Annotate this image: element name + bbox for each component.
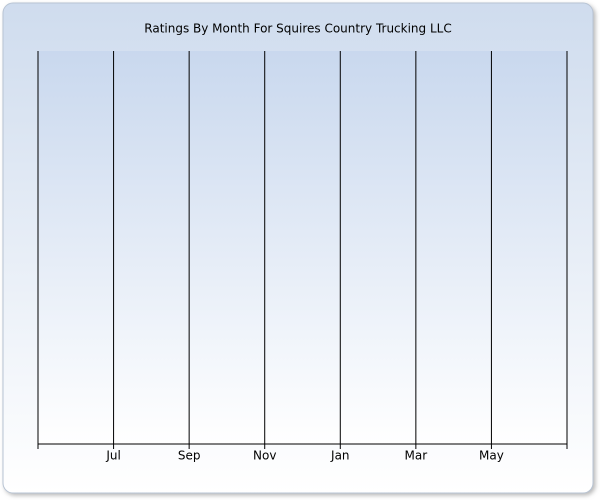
plot-area [38,51,567,444]
x-tick-label: Sep [178,449,201,463]
x-tick-label: Mar [405,449,428,463]
x-tick-label: Jul [105,449,120,463]
x-tick-label: Jan [330,449,350,463]
x-tick-label: Nov [253,449,276,463]
chart-title: Ratings By Month For Squires Country Tru… [144,22,451,36]
x-tick-label: May [479,449,504,463]
